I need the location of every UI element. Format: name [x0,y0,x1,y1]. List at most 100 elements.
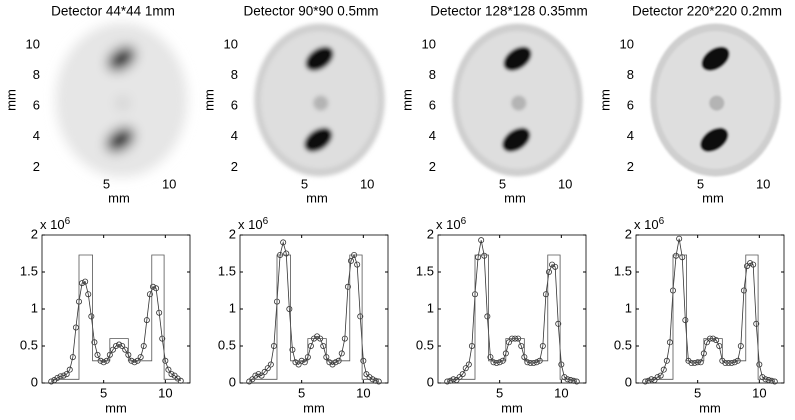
multiplier-base: x 10 [436,217,461,232]
y-tick-label: 10 [224,36,238,51]
y-tick-label: 2 [33,159,40,174]
data-point [747,260,754,267]
data-point [496,359,503,366]
center-spot [709,95,725,111]
data-point [697,359,704,366]
y-tick-label: 2 [429,159,436,174]
multiplier-exponent: 6 [659,216,665,227]
data-point [146,291,153,298]
y-tick-label: 4 [627,128,634,143]
data-point [465,361,472,368]
x-tick-label: 5 [499,176,506,191]
data-point [153,285,160,292]
chart-title: Detector 220*220 0.2mm [632,4,782,19]
data-point [447,377,454,384]
data-point [533,359,540,366]
data-point [116,341,123,348]
data-point [156,309,163,316]
data-point [558,361,565,368]
series-line [51,281,181,382]
y-axis-label: mm [3,89,18,111]
y-tick-label: 1.5 [614,263,632,278]
x-axis-label: mm [108,190,130,205]
data-point [768,377,775,384]
data-point [307,342,314,349]
data-point [261,368,268,375]
data-point [676,235,683,242]
x-axis-label: mm [303,400,325,415]
data-point [338,350,345,357]
data-point [347,257,354,264]
series-line [447,254,577,380]
y-tick-label: 6 [429,98,436,113]
data-point [657,372,664,379]
image [56,23,187,177]
multiplier-exponent: 6 [461,216,467,227]
series-line [447,240,577,382]
plot-frame [635,234,785,384]
data-point [122,346,129,353]
data-point [63,371,70,378]
data-point [109,346,116,353]
x-tick-label: 5 [103,176,110,191]
y-tick-label: 8 [231,67,238,82]
y-tick-label: 2 [31,226,38,241]
data-point [765,377,772,384]
data-point [740,287,747,294]
x-tick-label: 5 [298,385,305,400]
image [452,23,583,177]
image [254,23,385,177]
multiplier-base: x 10 [40,217,65,232]
data-point [113,342,120,349]
y-tick-label: 1.5 [218,263,236,278]
data-point [481,252,488,259]
data-point [320,342,327,349]
data-point [539,342,546,349]
data-point [280,239,287,246]
data-point [140,342,147,349]
data-point [270,342,277,349]
y-tick-label: 0 [625,374,632,389]
x-tick-label: 10 [554,385,568,400]
image [650,23,781,177]
center-spot [511,95,527,111]
x-tick-label: 5 [301,176,308,191]
chart-title: Detector 90*90 0.5mm [243,4,378,19]
y-multiplier: x 106 [238,216,269,233]
chart-title: Detector 128*128 0.35mm [430,4,588,19]
data-point [286,305,293,312]
hot-spot [304,127,333,152]
data-point [283,250,290,257]
x-tick-label: 5 [694,385,701,400]
y-tick-label: 10 [422,36,436,51]
y-tick-label: 2 [229,226,236,241]
data-point [468,342,475,349]
center-spot [313,95,329,111]
y-tick-label: 4 [33,128,40,143]
data-point [162,357,169,364]
x-axis-label: mm [504,190,526,205]
data-point [69,354,76,361]
y-tick-label: 1.5 [416,263,434,278]
data-point [660,366,667,373]
x-tick-label: 10 [752,385,766,400]
data-point [737,342,744,349]
data-point [570,377,577,384]
y-tick-label: 0.5 [416,337,434,352]
data-point [177,377,184,384]
data-point [673,252,680,259]
multiplier-base: x 10 [634,217,659,232]
y-axis-label: mm [597,89,612,111]
data-point [341,335,348,342]
data-point [94,351,101,358]
data-point [258,372,265,379]
data-point [360,357,367,364]
data-point [753,320,760,327]
data-point [295,361,302,368]
hot-spot [107,46,136,71]
y-tick-label: 0.5 [218,337,236,352]
y-tick-label: 6 [231,98,238,113]
data-point [344,283,351,290]
data-point [666,339,673,346]
data-point [354,261,361,268]
